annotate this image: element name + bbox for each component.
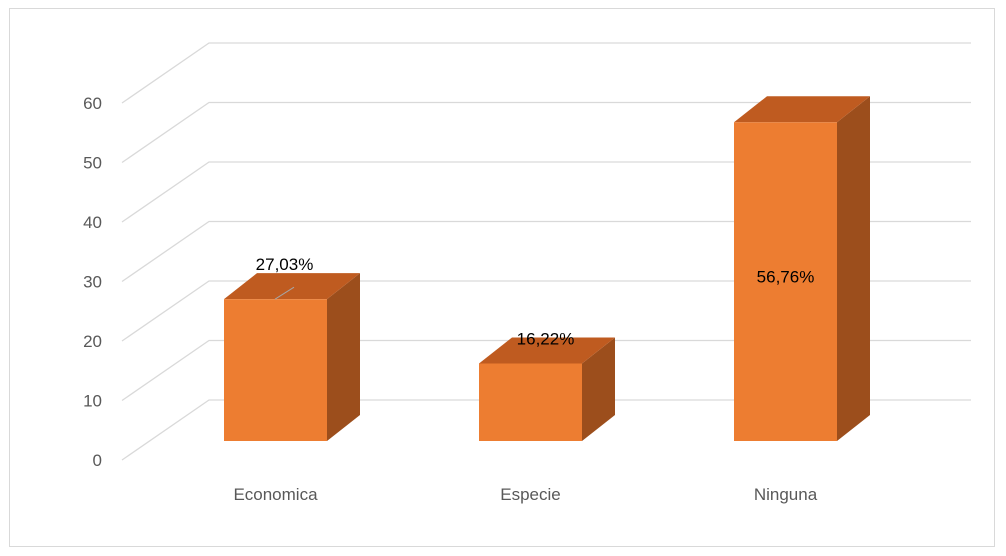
gridline bbox=[121, 101, 971, 164]
x-category-label: Ninguna bbox=[754, 485, 818, 504]
y-tick-label: 50 bbox=[83, 154, 102, 173]
bar-top-face bbox=[479, 337, 615, 364]
x-axis-categories: Economica Especie Ninguna bbox=[233, 485, 817, 504]
bar-front-face bbox=[479, 363, 582, 441]
gridline bbox=[121, 399, 971, 461]
x-category-label: Economica bbox=[233, 485, 318, 504]
x-category-label: Especie bbox=[500, 485, 560, 504]
gridline bbox=[121, 161, 971, 223]
gridline bbox=[121, 42, 971, 104]
bar-side-face bbox=[327, 273, 360, 441]
bar-top-face bbox=[734, 96, 870, 123]
y-tick-label: 20 bbox=[83, 332, 102, 351]
y-axis-ticks: 0 10 20 30 40 50 60 bbox=[83, 94, 102, 470]
data-label: 56,76% bbox=[757, 267, 815, 286]
bar-ninguna bbox=[734, 96, 870, 441]
bar-front-face bbox=[734, 122, 837, 441]
bar-side-face bbox=[837, 96, 870, 441]
bar-especie bbox=[479, 337, 615, 441]
data-label: 16,22% bbox=[517, 329, 575, 348]
data-label: 27,03% bbox=[256, 255, 314, 274]
y-tick-label: 30 bbox=[83, 273, 102, 292]
y-tick-label: 10 bbox=[83, 392, 102, 411]
bar-side-face bbox=[582, 337, 615, 441]
gridline bbox=[121, 220, 971, 283]
gridline bbox=[121, 280, 971, 342]
bars bbox=[224, 96, 870, 441]
data-labels: 27,03% 16,22% 56,76% bbox=[256, 255, 815, 348]
gridlines bbox=[121, 42, 971, 461]
y-tick-label: 0 bbox=[93, 451, 102, 470]
y-tick-label: 40 bbox=[83, 213, 102, 232]
bar-front-face bbox=[224, 299, 327, 441]
bar-top-face bbox=[224, 273, 360, 300]
gridline bbox=[121, 339, 971, 402]
bar-economica bbox=[224, 273, 360, 441]
y-tick-label: 60 bbox=[83, 94, 102, 113]
leader-line bbox=[274, 286, 295, 300]
